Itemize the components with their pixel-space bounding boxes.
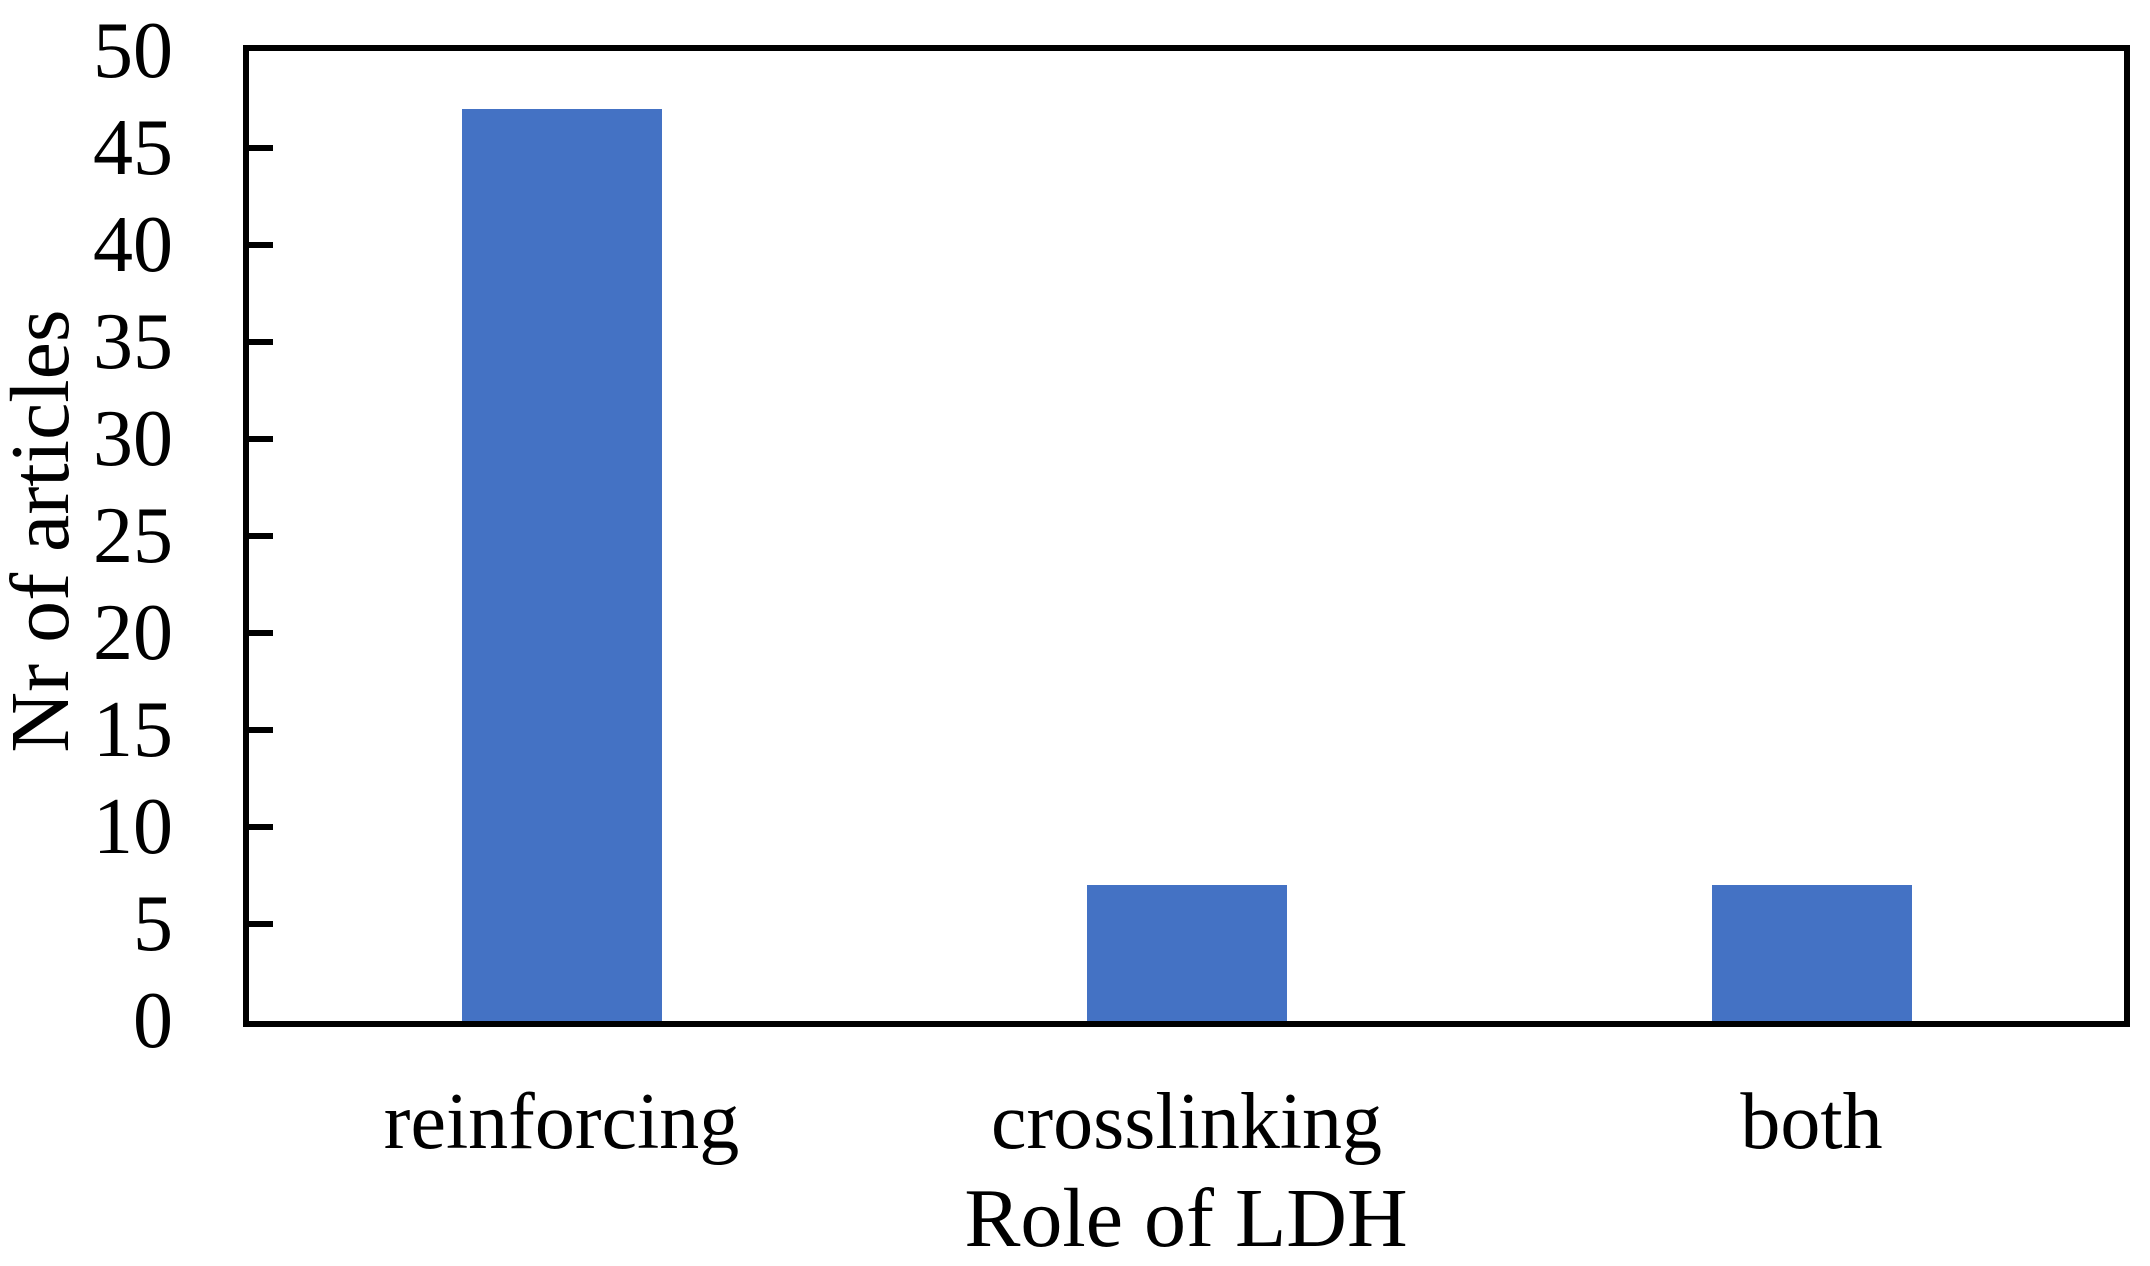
- bar-crosslinking: [1086, 885, 1287, 1021]
- x-category-label-reinforcing: reinforcing: [383, 1078, 740, 1166]
- y-tick-label-35: 35: [93, 298, 173, 386]
- bar-reinforcing: [461, 109, 662, 1021]
- x-axis-title: Role of LDH: [964, 1172, 1408, 1265]
- y-tick-label-40: 40: [93, 201, 173, 289]
- y-tick-label-30: 30: [93, 395, 173, 483]
- bar-both: [1711, 885, 1912, 1021]
- y-tick-label-20: 20: [93, 589, 173, 677]
- y-tick-label-45: 45: [93, 104, 173, 192]
- y-tick-mark-15: [249, 727, 273, 733]
- y-tick-mark-45: [249, 145, 273, 151]
- x-category-label-crosslinking: crosslinking: [990, 1078, 1383, 1166]
- y-tick-mark-40: [249, 242, 273, 248]
- y-tick-mark-35: [249, 339, 273, 345]
- plot-area: [243, 45, 2130, 1027]
- y-tick-mark-5: [249, 921, 273, 927]
- x-category-label-both: both: [1740, 1078, 1883, 1166]
- y-tick-mark-10: [249, 824, 273, 830]
- y-tick-mark-25: [249, 533, 273, 539]
- y-tick-label-15: 15: [93, 686, 173, 774]
- y-tick-label-25: 25: [93, 492, 173, 580]
- y-tick-label-50: 50: [93, 7, 173, 95]
- y-tick-label-0: 0: [133, 977, 173, 1065]
- y-tick-label-5: 5: [133, 880, 173, 968]
- y-tick-mark-20: [249, 630, 273, 636]
- y-tick-mark-30: [249, 436, 273, 442]
- y-tick-label-10: 10: [93, 783, 173, 871]
